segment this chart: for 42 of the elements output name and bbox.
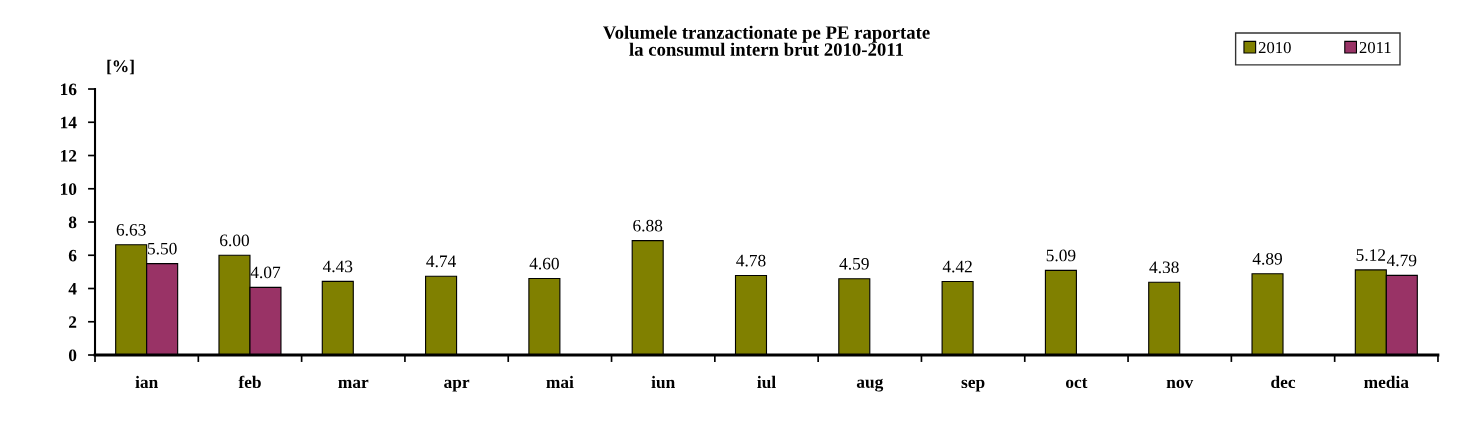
data-label: 5.12 — [1356, 249, 1386, 261]
data-label: 5.50 — [147, 242, 177, 255]
data-label: 4.07 — [250, 266, 281, 279]
legend-label: 2010 — [1258, 41, 1291, 54]
y-tick-label: 10 — [60, 183, 77, 195]
x-tick-label: iun — [651, 375, 675, 389]
y-axis-title: [%] — [107, 59, 134, 75]
data-label: 6.63 — [116, 224, 146, 236]
data-label: 4.59 — [839, 257, 869, 270]
data-label: 4.60 — [529, 257, 559, 270]
y-tick-label: 14 — [60, 116, 77, 129]
x-tick-label: dec — [1271, 375, 1296, 389]
x-tick-label: mar — [338, 379, 369, 389]
y-tick-label: 0 — [68, 349, 77, 362]
data-label: 4.74 — [426, 255, 456, 268]
x-tick-label: apr — [444, 379, 470, 392]
data-label: 6.00 — [220, 234, 250, 247]
data-label: 4.79 — [1386, 254, 1417, 267]
y-tick-label: 12 — [60, 150, 77, 162]
data-label: 4.78 — [736, 254, 766, 267]
data-label: 4.38 — [1149, 261, 1179, 274]
data-label: 5.09 — [1046, 249, 1076, 262]
y-tick-label: 2 — [69, 316, 77, 328]
y-tick-label: 6 — [68, 249, 77, 262]
legend-label: 2011 — [1359, 41, 1391, 54]
data-label: 6.88 — [633, 219, 663, 232]
x-tick-label: ian — [135, 375, 158, 389]
x-tick-label: nov — [1166, 379, 1194, 389]
data-label: 4.43 — [322, 260, 353, 273]
x-tick-label: feb — [238, 375, 261, 389]
chart-title: Volumele tranzactionate pe PE raportate la consumul intern brut 2010-2011 — [603, 25, 930, 56]
x-tick-label: aug — [856, 378, 884, 392]
data-label: 4.42 — [942, 260, 972, 273]
x-tick-label: mai — [546, 375, 574, 389]
x-tick-label: media — [1364, 375, 1409, 389]
y-tick-label: 4 — [68, 283, 77, 295]
y-tick-label: 8 — [68, 216, 77, 229]
x-tick-label: oct — [1065, 378, 1088, 389]
data-label: 4.89 — [1252, 252, 1282, 265]
y-tick-label: 16 — [60, 83, 77, 96]
x-tick-label: sep — [961, 379, 985, 392]
x-tick-label: iul — [757, 375, 776, 389]
